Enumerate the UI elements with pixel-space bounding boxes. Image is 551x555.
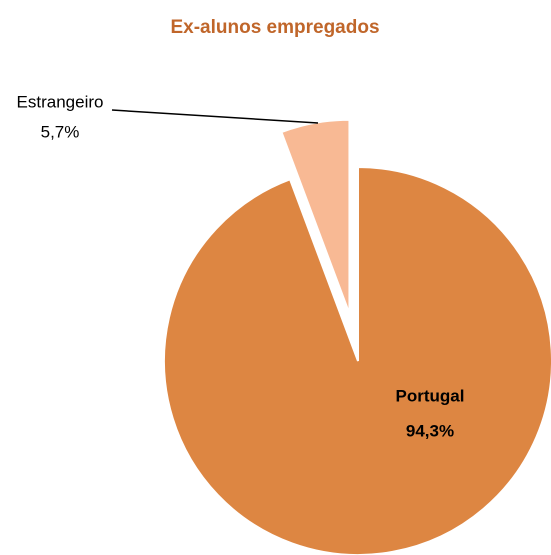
slice-value-label: 94,3% xyxy=(406,421,454,440)
chart-title: Ex-alunos empregados xyxy=(170,17,379,38)
slice-label: Estrangeiro xyxy=(17,92,104,111)
leader-line xyxy=(111,109,319,124)
pie-slice xyxy=(163,165,551,555)
slice-label: Portugal xyxy=(396,386,465,405)
slice-value-label: 5,7% xyxy=(41,122,80,141)
